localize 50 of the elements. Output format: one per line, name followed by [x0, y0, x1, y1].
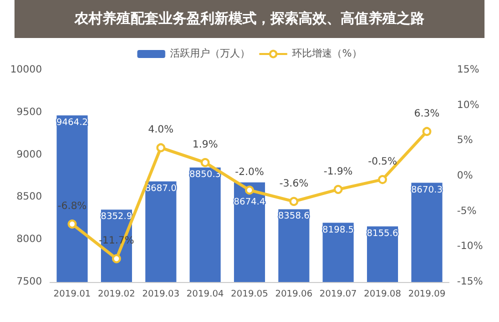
y2-tick-label: 0%	[457, 170, 473, 182]
x-tick-label: 2019.04	[186, 290, 224, 300]
y2-tick-label: 10%	[457, 100, 480, 111]
data-label: -3.6%	[279, 178, 308, 190]
point	[289, 196, 298, 206]
x-tick-label: 2019.03	[142, 290, 180, 300]
y-tick-label: 9000	[16, 149, 42, 160]
y-tick-label: 9500	[16, 106, 42, 118]
data-label: -2.0%	[234, 167, 264, 178]
data-label: 1.9%	[192, 140, 218, 151]
point	[68, 220, 77, 229]
x-tick-label: 2019.06	[275, 290, 313, 300]
data-label: 8670.3	[411, 185, 443, 196]
data-label: 8352.9	[100, 212, 133, 222]
data-label: 8155.6	[366, 228, 399, 239]
x-tick-label: 2019.02	[98, 290, 136, 300]
data-label: 8358.6	[278, 212, 310, 222]
data-label: 9464.2	[56, 118, 88, 128]
point	[334, 184, 343, 194]
data-label: 8674.4	[234, 198, 266, 208]
data-label: 6.3%	[414, 108, 440, 120]
point	[422, 126, 432, 136]
x-tick-label: 2019.08	[364, 290, 402, 300]
y-tick-label: 8500	[16, 192, 42, 203]
point	[378, 175, 387, 184]
data-label: -0.5%	[368, 156, 398, 168]
point	[200, 158, 210, 168]
chart-title: 农村养殖配套业务盈利新模式，探索高效、高值养殖之路	[74, 10, 424, 27]
x-tick-label: 2019.09	[408, 290, 446, 300]
point	[245, 186, 254, 195]
y-tick-label: 8000	[16, 234, 42, 246]
y-tick-label: 10000	[10, 64, 42, 76]
x-tick-label: 2019.07	[320, 290, 357, 300]
y-tick-label: 7500	[16, 276, 42, 288]
y2-tick-label: -10%	[457, 241, 483, 252]
x-tick-label: 2019.01	[54, 290, 91, 300]
data-label: 8687.0	[145, 184, 177, 194]
point	[112, 254, 121, 264]
data-label: 4.0%	[148, 124, 174, 136]
y2-tick-label: 15%	[457, 64, 480, 76]
data-label: -6.8%	[58, 201, 87, 212]
data-label: -1.9%	[324, 166, 353, 178]
x-tick-label: 2019.05	[230, 290, 268, 300]
legend-label: 环比增速（%）	[292, 48, 362, 60]
point	[156, 143, 166, 152]
y2-tick-label: -15%	[457, 276, 483, 288]
legend-label: 活跃用户（万人）	[170, 48, 250, 60]
y2-tick-label: -5%	[457, 206, 476, 217]
data-label: 8198.5	[322, 225, 354, 236]
y2-tick-label: 5%	[457, 135, 473, 146]
